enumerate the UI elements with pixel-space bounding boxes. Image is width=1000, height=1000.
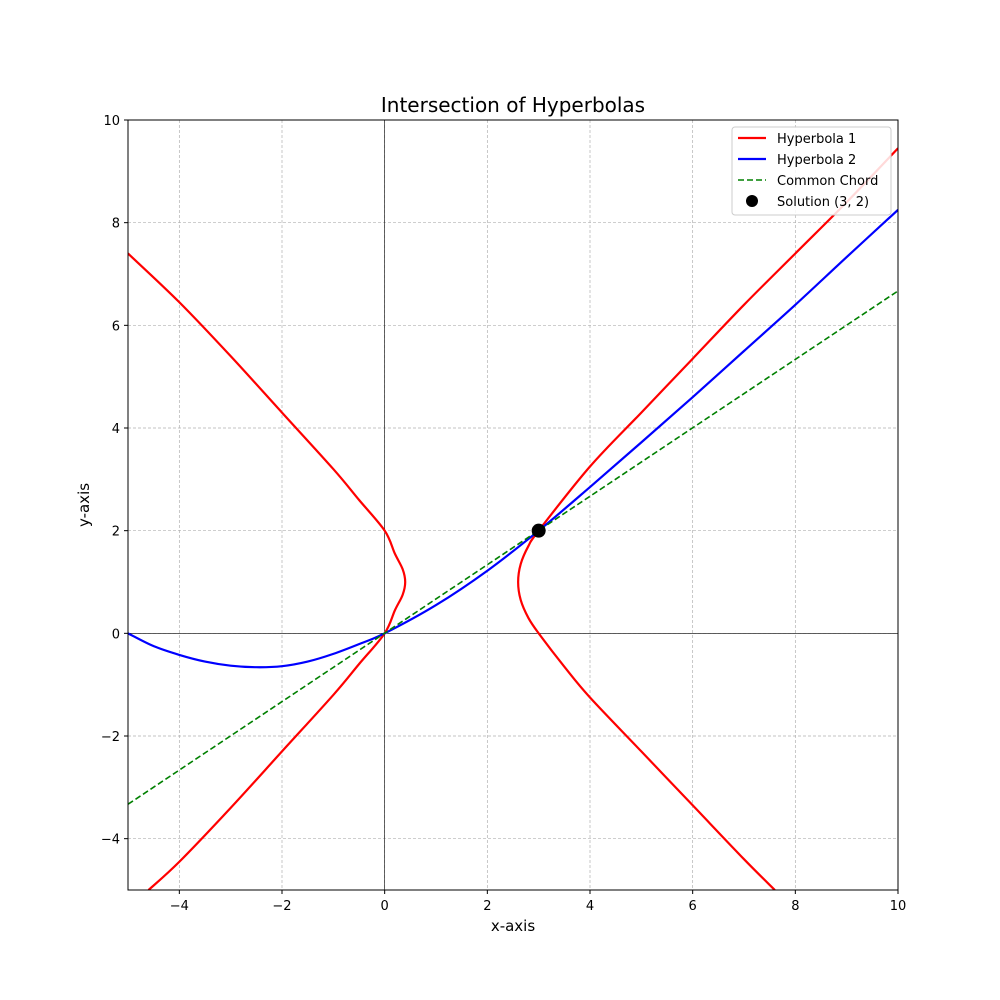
- y-tick-label: −2: [101, 730, 120, 745]
- y-tick-label: 10: [103, 114, 120, 129]
- axes-frame: [127, 119, 899, 891]
- legend-label-solution-3-2: Solution (3, 2): [777, 195, 869, 210]
- legend-label-hyperbola-1: Hyperbola 1: [777, 132, 856, 147]
- x-tick-label: 6: [689, 899, 697, 914]
- legend: Hyperbola 1 Hyperbola 2 Common Chord Soluti…: [731, 126, 892, 216]
- x-axis-ticks: −4 −2 0 2 4 6 8 10: [170, 890, 907, 914]
- legend-label-common-chord: Common Chord: [777, 174, 878, 189]
- y-axis-label: y-axis: [75, 483, 93, 527]
- y-tick-label: 4: [112, 422, 120, 437]
- y-tick-label: 6: [112, 319, 120, 334]
- y-tick-label: 2: [112, 525, 120, 540]
- x-tick-label: 10: [890, 899, 907, 914]
- x-tick-label: 8: [791, 899, 799, 914]
- x-tick-label: 4: [586, 899, 594, 914]
- chart-title: Intersection of Hyperbolas: [381, 93, 645, 117]
- zero-lines: [128, 120, 898, 890]
- legend-label-hyperbola-2: Hyperbola 2: [777, 153, 856, 168]
- y-tick-label: −4: [101, 833, 120, 848]
- series-common-chord-branch-1: [128, 290, 898, 805]
- series-layer: [128, 147, 898, 890]
- x-tick-label: 2: [483, 899, 491, 914]
- series-hyperbola-1-branch-2: [517, 147, 898, 890]
- x-tick-label: −2: [272, 899, 291, 914]
- y-tick-label: 0: [112, 627, 120, 642]
- series-hyperbola-1-branch-1: [128, 252, 407, 890]
- y-axis-ticks: −4 −2 0 2 4 6 8 10: [101, 114, 128, 848]
- x-axis-label: x-axis: [491, 917, 536, 935]
- solution-point-marker: [531, 523, 546, 538]
- x-tick-label: 0: [381, 899, 389, 914]
- x-tick-label: −4: [170, 899, 189, 914]
- legend-box: [731, 126, 892, 216]
- series-hyperbola-2-branch-1: [128, 209, 898, 669]
- y-tick-label: 8: [112, 217, 120, 232]
- plot-area: [127, 119, 899, 891]
- axes-background: [128, 120, 898, 890]
- legend-marker-solution-3-2: [746, 195, 758, 207]
